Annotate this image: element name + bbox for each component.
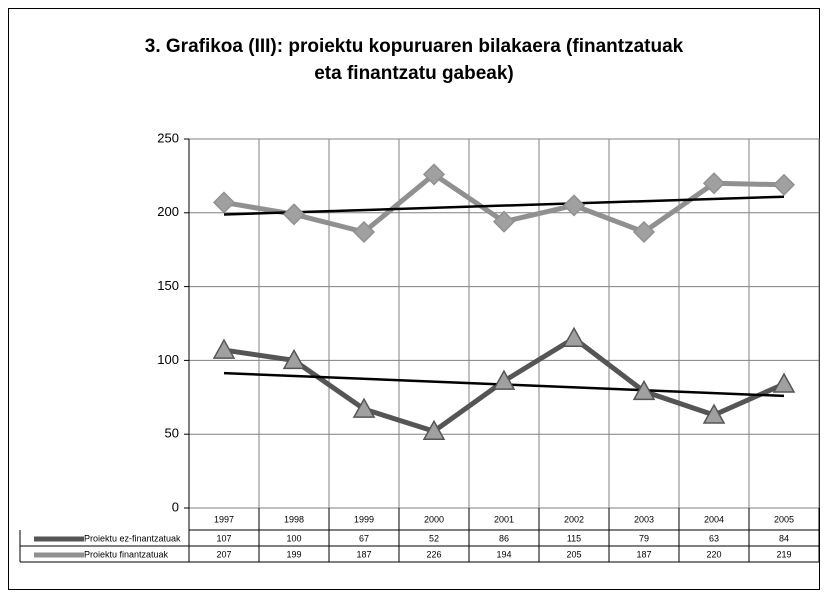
table-value: 107 (216, 533, 231, 543)
data-point (632, 379, 656, 401)
data-point (492, 210, 516, 233)
data-point (282, 203, 306, 226)
x-tick-label: 2004 (704, 514, 724, 524)
data-point (702, 403, 726, 424)
y-tick-label: 100 (157, 352, 179, 367)
data-point (772, 173, 796, 196)
data-point (562, 326, 586, 348)
data-point (562, 194, 586, 217)
y-tick-label: 200 (157, 204, 179, 219)
chart-title: eta finantzatu gabeak) (314, 63, 514, 84)
x-tick-label: 2005 (774, 514, 794, 524)
table-value: 86 (499, 533, 509, 543)
legend-label: Proiektu finantzatuak (84, 549, 169, 559)
legend-label: Proiektu ez-finantzatuak (84, 533, 181, 543)
y-tick-label: 150 (157, 278, 179, 293)
table-value: 220 (706, 549, 721, 559)
table-value: 84 (779, 533, 789, 543)
plot-area (188, 138, 820, 509)
x-tick-label: 2003 (634, 514, 654, 524)
y-tick-label: 0 (172, 499, 179, 514)
data-point (352, 397, 376, 418)
table-value: 115 (567, 533, 581, 543)
x-tick-label: 2002 (564, 514, 584, 524)
chart-title: 3. Grafikoa (III): proiektu kopuruaren b… (145, 36, 684, 57)
data-point (212, 338, 236, 359)
table-value: 187 (636, 549, 651, 559)
table-value: 226 (426, 549, 441, 559)
data-point (422, 163, 446, 186)
data-point (632, 220, 656, 244)
table-value: 187 (356, 549, 371, 559)
table-value: 100 (286, 533, 301, 543)
x-tick-label: 1999 (354, 514, 374, 524)
data-point (702, 172, 726, 195)
table-value: 199 (286, 549, 301, 559)
table-value: 207 (216, 549, 231, 559)
table-value: 79 (639, 533, 649, 543)
data-point (212, 191, 236, 214)
trend-line (223, 195, 785, 216)
data-point (352, 220, 376, 244)
table-value: 67 (359, 533, 369, 543)
x-tick-label: 1997 (214, 514, 234, 524)
table-value: 219 (776, 549, 791, 559)
x-tick-label: 2000 (424, 514, 444, 524)
x-tick-label: 1998 (284, 514, 304, 524)
table-value: 63 (709, 533, 719, 543)
y-tick-label: 50 (165, 426, 179, 441)
table-value: 52 (429, 533, 439, 543)
data-point (282, 348, 306, 370)
y-tick-label: 250 (157, 130, 179, 145)
data-point (492, 369, 516, 390)
table-value: 205 (566, 549, 581, 559)
x-tick-label: 2001 (494, 514, 514, 524)
table-value: 194 (496, 549, 511, 559)
data-point (422, 419, 446, 440)
data-point (772, 372, 796, 393)
